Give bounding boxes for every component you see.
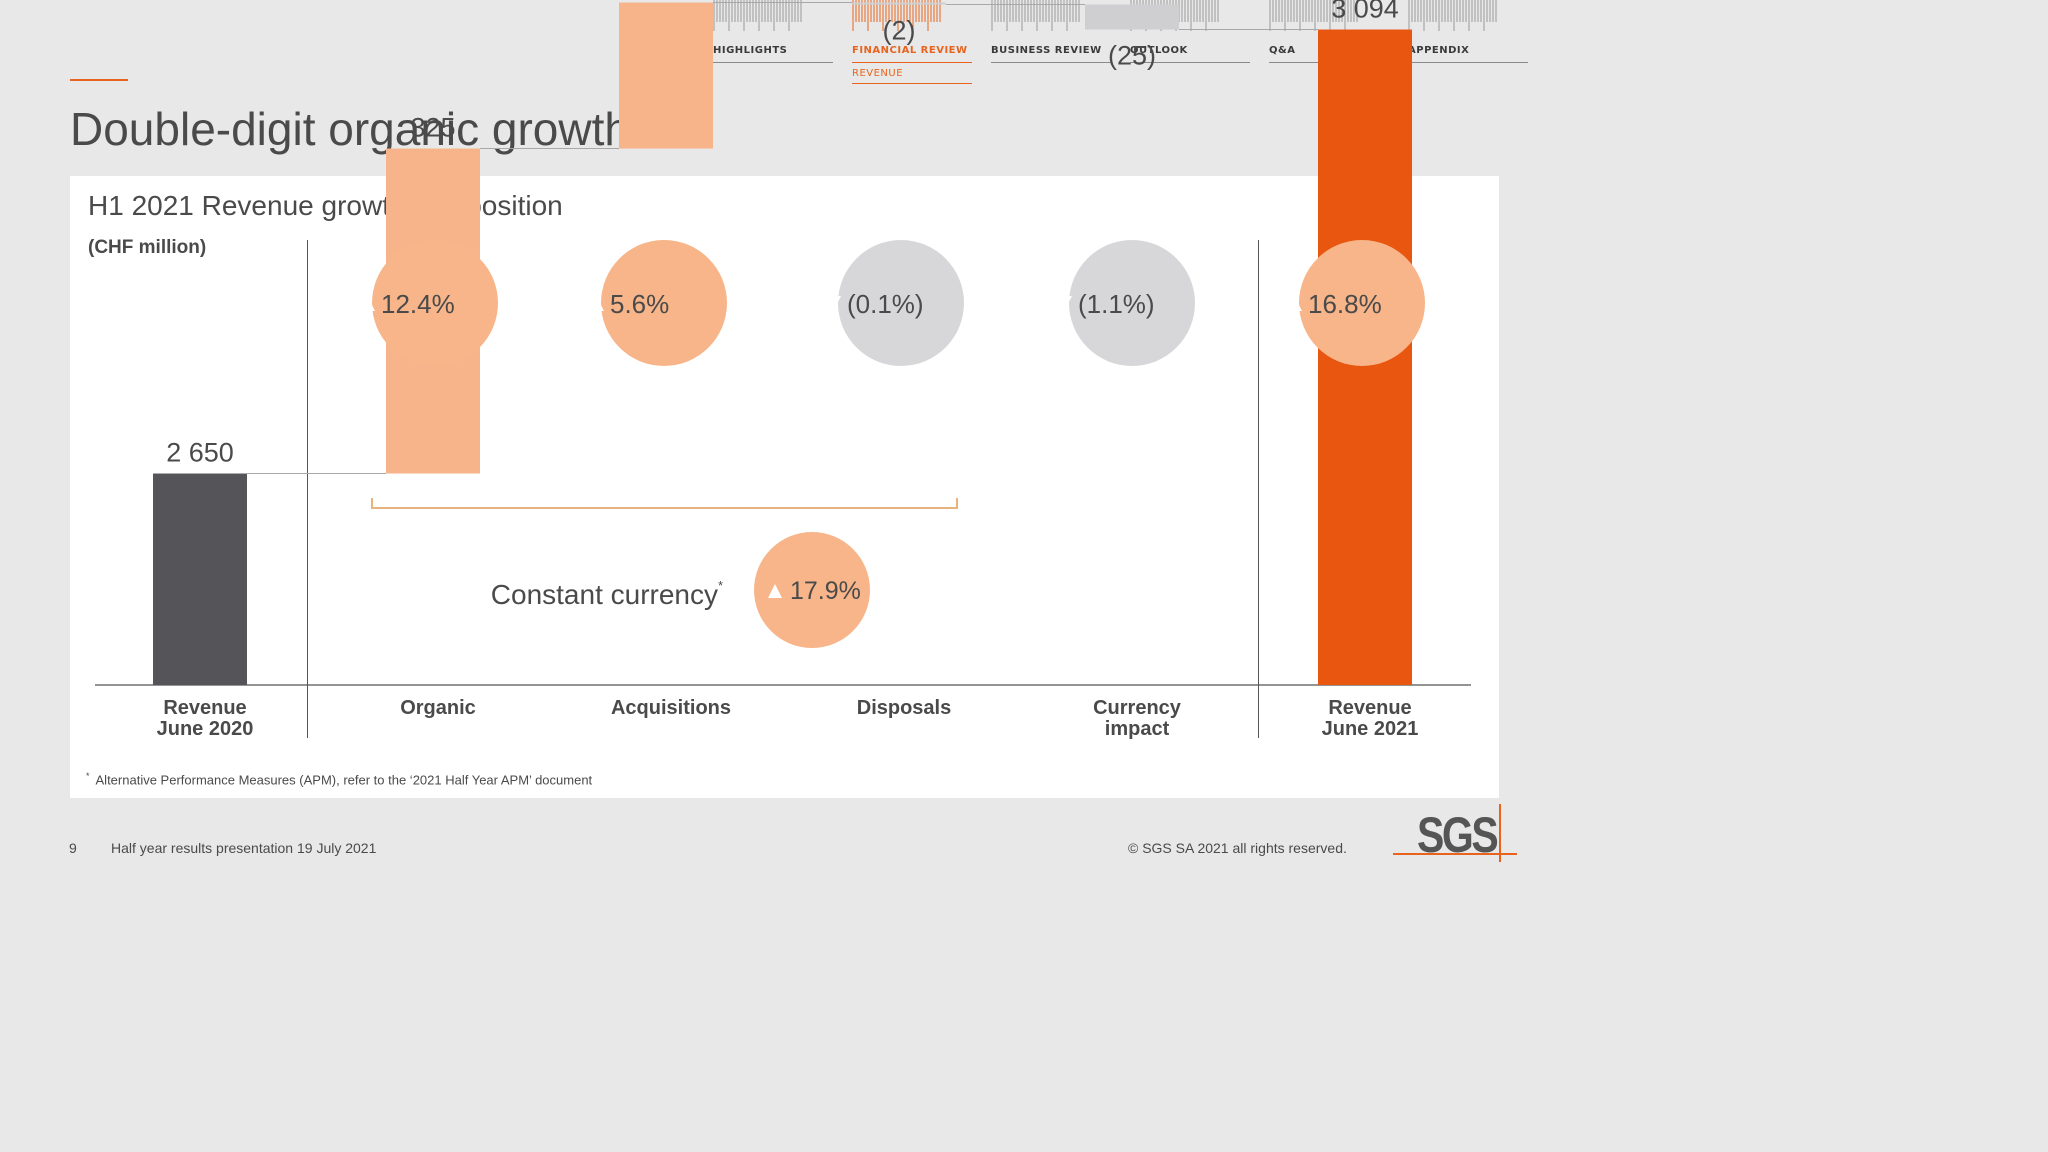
growth-bubble xyxy=(1069,240,1195,366)
growth-bubble xyxy=(1299,240,1425,366)
logo-crosshair-h xyxy=(1393,853,1517,855)
chart-panel xyxy=(70,176,1499,798)
category-label: impact xyxy=(1105,718,1170,740)
category-label: Acquisitions xyxy=(611,697,731,719)
category-label: Revenue xyxy=(163,697,246,719)
value-label: 2 650 xyxy=(166,438,234,468)
nav-item-appendix[interactable]: APPENDIX xyxy=(1408,0,1528,63)
category-label: June 2021 xyxy=(1322,718,1419,740)
triangle-up-icon xyxy=(590,297,604,311)
triangle-down-icon xyxy=(1058,296,1072,310)
footnote-marker: * xyxy=(86,771,90,781)
value-label: 325 xyxy=(410,113,455,143)
nav-ticks-icon xyxy=(1408,0,1497,31)
nav-ticks-icon xyxy=(713,0,802,31)
growth-bubble xyxy=(838,240,964,366)
page-number: 9 xyxy=(69,840,77,856)
page-title: Double-digit organic growth xyxy=(70,103,630,155)
category-label: Revenue xyxy=(1328,697,1411,719)
category-label: Organic xyxy=(400,697,476,719)
triangle-up-icon xyxy=(361,297,375,311)
nav-item-highlights[interactable]: HIGHLIGHTS xyxy=(713,0,833,63)
logo-crosshair-v xyxy=(1499,804,1501,862)
copyright: © SGS SA 2021 all rights reserved. xyxy=(1128,840,1347,856)
nav-ticks-icon xyxy=(1269,0,1358,31)
growth-percent-label: 5.6% xyxy=(610,289,669,319)
category-label: June 2020 xyxy=(157,718,254,740)
waterfall-bar xyxy=(852,2,946,5)
chart-title: H1 2021 Revenue growth composition xyxy=(88,190,563,221)
constant-currency-bubble xyxy=(754,532,870,648)
nav-item-label: BUSINESS REVIEW xyxy=(991,45,1102,56)
value-label: 3 094 xyxy=(1331,0,1399,24)
chart-unit-label: (CHF million) xyxy=(88,237,207,258)
constant-currency-label: Constant currency xyxy=(491,579,718,610)
nav-item-label: OUTLOOK xyxy=(1130,45,1188,56)
footnote-text: Alternative Performance Measures (APM), … xyxy=(95,772,593,788)
waterfall-bar xyxy=(153,473,247,685)
growth-bubble xyxy=(372,240,498,366)
value-label: (25) xyxy=(1108,41,1156,71)
footer-title: Half year results presentation 19 July 2… xyxy=(111,840,377,856)
logo-text: SGS xyxy=(1417,807,1499,863)
growth-percent-label: 16.8% xyxy=(1308,289,1382,319)
nav-item-label: FINANCIAL REVIEW xyxy=(852,45,968,56)
nav-ticks-icon xyxy=(991,0,1080,31)
constant-currency-value: 17.9% xyxy=(790,577,861,605)
growth-percent-label: 12.4% xyxy=(381,289,455,319)
waterfall-bar xyxy=(619,2,713,149)
constant-currency-marker: * xyxy=(718,578,723,593)
category-label: Currency xyxy=(1093,697,1182,719)
waterfall-bar xyxy=(1085,4,1179,30)
sgs-logo: SGS xyxy=(1393,804,1517,863)
nav-subitem-revenue[interactable]: REVENUE xyxy=(852,62,972,84)
nav-item-label: Q&A xyxy=(1269,45,1296,56)
triangle-up-icon xyxy=(1288,297,1302,311)
triangle-up-icon xyxy=(768,584,782,598)
constant-currency-bracket xyxy=(371,498,958,509)
title-accent-line xyxy=(70,79,128,81)
value-label: (2) xyxy=(883,16,916,46)
nav-subitem-label: REVENUE xyxy=(852,68,904,79)
growth-percent-label: (1.1%) xyxy=(1078,289,1155,319)
nav-item-label: HIGHLIGHTS xyxy=(713,45,788,56)
growth-percent-label: (0.1%) xyxy=(847,289,924,319)
triangle-down-icon xyxy=(827,296,841,310)
nav-item-label: APPENDIX xyxy=(1408,45,1470,56)
growth-bubble xyxy=(601,240,727,366)
nav-item-business-review[interactable]: BUSINESS REVIEW xyxy=(991,0,1111,63)
category-label: Disposals xyxy=(857,697,951,719)
footnote: * Alternative Performance Measures (APM),… xyxy=(86,771,592,787)
